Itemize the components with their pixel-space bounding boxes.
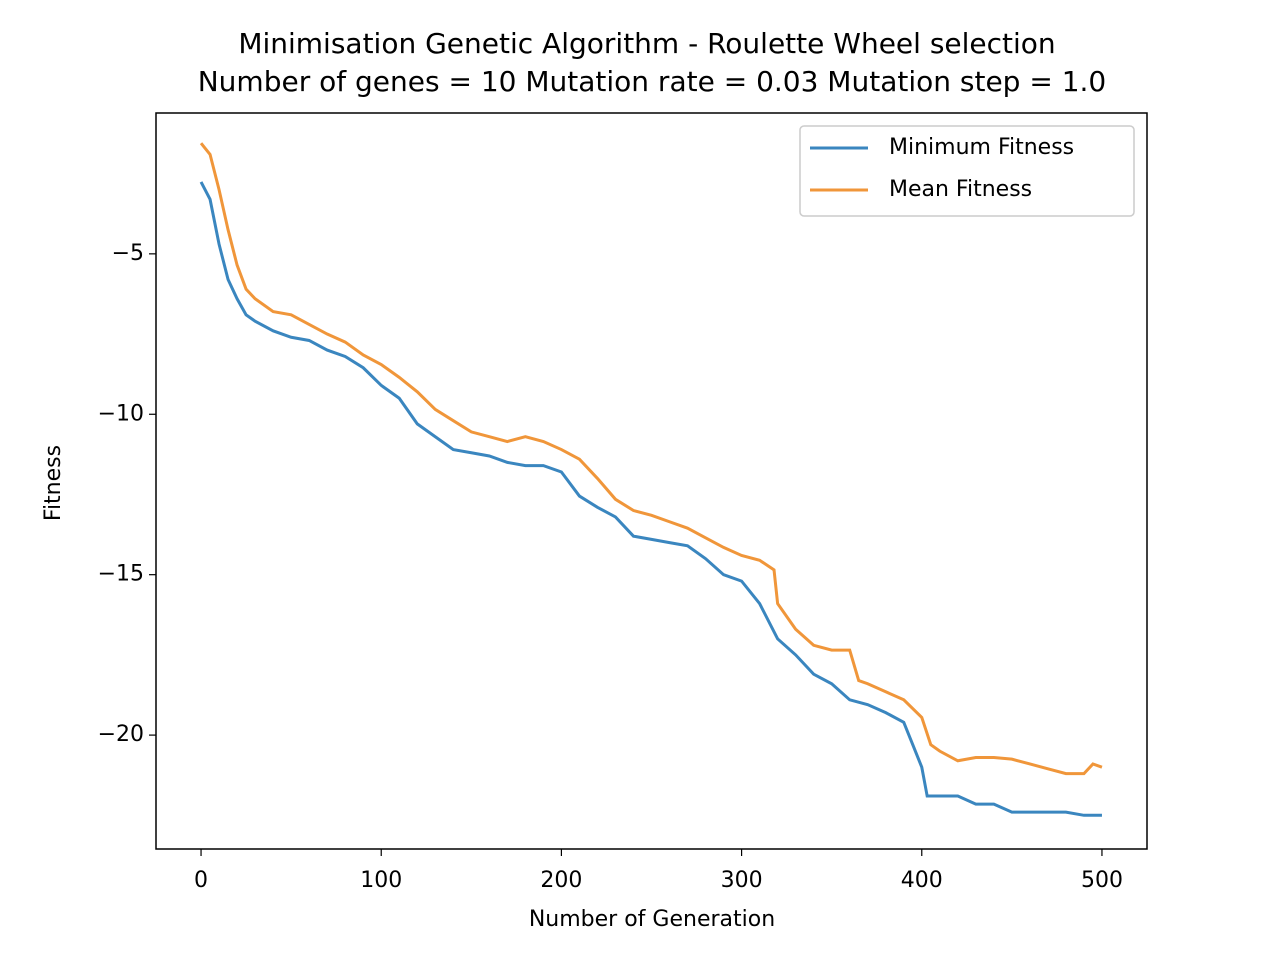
x-tick-label: 500 xyxy=(1081,868,1123,893)
x-tick-label: 300 xyxy=(721,868,763,893)
line-series xyxy=(199,142,1103,776)
x-tick-label: 400 xyxy=(901,868,943,893)
y-tick-label: −15 xyxy=(98,562,144,587)
line-series xyxy=(199,181,1102,817)
plot-frame xyxy=(155,112,1148,850)
x-tick-label: 100 xyxy=(360,868,402,893)
x-axis-label: Number of Generation xyxy=(529,907,775,932)
x-tick-label: 0 xyxy=(194,868,208,893)
y-tick-label: −10 xyxy=(98,401,144,426)
chart-title: Minimisation Genetic Algorithm - Roulett… xyxy=(238,27,1055,60)
legend-box xyxy=(799,125,1135,217)
y-axis-label: Fitness xyxy=(41,445,66,521)
y-tick-label: −5 xyxy=(112,241,144,266)
legend-label: Minimum Fitness xyxy=(889,135,1074,160)
x-tick-label: 200 xyxy=(540,868,582,893)
chart-subtitle: Number of genes = 10 Mutation rate = 0.0… xyxy=(198,65,1107,98)
legend-label: Mean Fitness xyxy=(889,177,1032,202)
y-tick-label: −20 xyxy=(98,722,144,747)
